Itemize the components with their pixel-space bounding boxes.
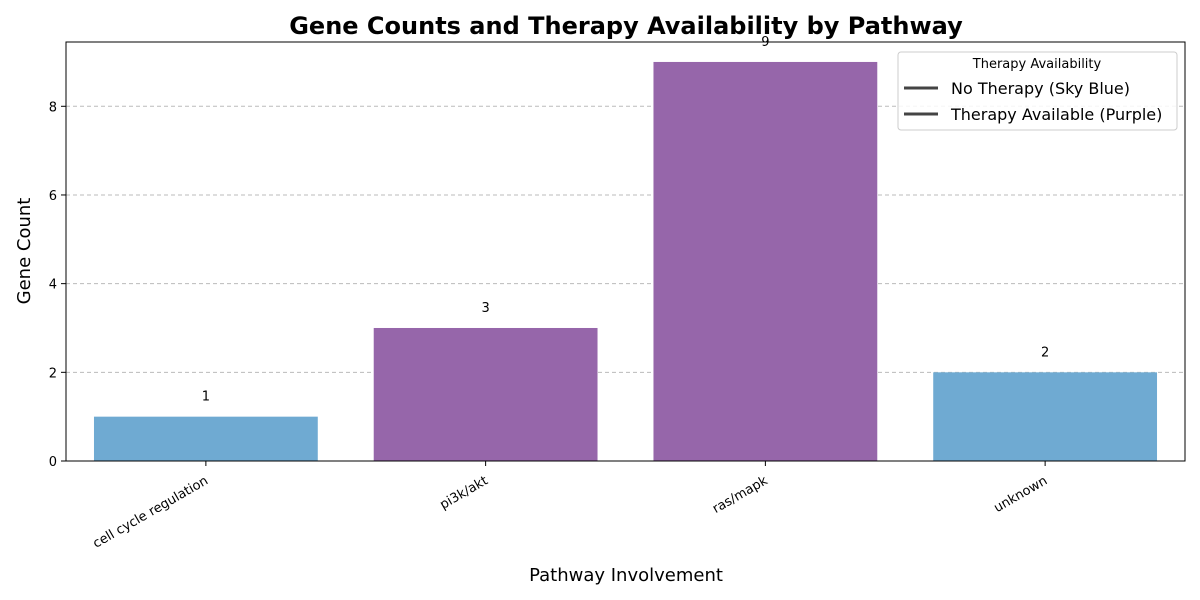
y-tick-label: 6 — [49, 189, 57, 204]
legend-entry-therapy-available: Therapy Available (Purple) — [950, 105, 1162, 124]
data-label: 1 — [202, 390, 210, 405]
data-label: 3 — [481, 301, 489, 316]
bar — [933, 372, 1158, 461]
bar — [373, 327, 598, 461]
bar — [93, 416, 318, 461]
y-axis-ticks: 0 2 4 6 8 — [49, 100, 66, 470]
y-axis-label: Gene Count — [14, 198, 35, 305]
x-tick-label: unknown — [991, 473, 1050, 516]
chart-title: Gene Counts and Therapy Availability by … — [289, 12, 963, 40]
x-axis-ticks: cell cycle regulation pi3k/akt ras/mapk unk… — [91, 461, 1050, 552]
x-axis-label: Pathway Involvement — [529, 565, 723, 586]
y-tick-label: 2 — [49, 366, 57, 381]
y-tick-label: 4 — [49, 278, 57, 293]
x-tick-label: cell cycle regulation — [91, 473, 211, 551]
grid-lines — [66, 105, 1185, 373]
legend-title: Therapy Availability — [972, 57, 1102, 72]
bar — [653, 61, 878, 461]
x-tick-label: ras/mapk — [710, 473, 771, 517]
y-tick-label: 0 — [49, 455, 57, 470]
legend-entry-no-therapy: No Therapy (Sky Blue) — [951, 79, 1130, 98]
legend: Therapy Availability No Therapy (Sky Blu… — [897, 51, 1178, 131]
y-tick-label: 8 — [49, 100, 57, 115]
bars — [93, 61, 1158, 461]
x-tick-label: pi3k/akt — [438, 473, 491, 512]
data-label: 2 — [1041, 345, 1049, 360]
legend-box — [897, 51, 1178, 131]
plot-frame — [65, 41, 1186, 462]
